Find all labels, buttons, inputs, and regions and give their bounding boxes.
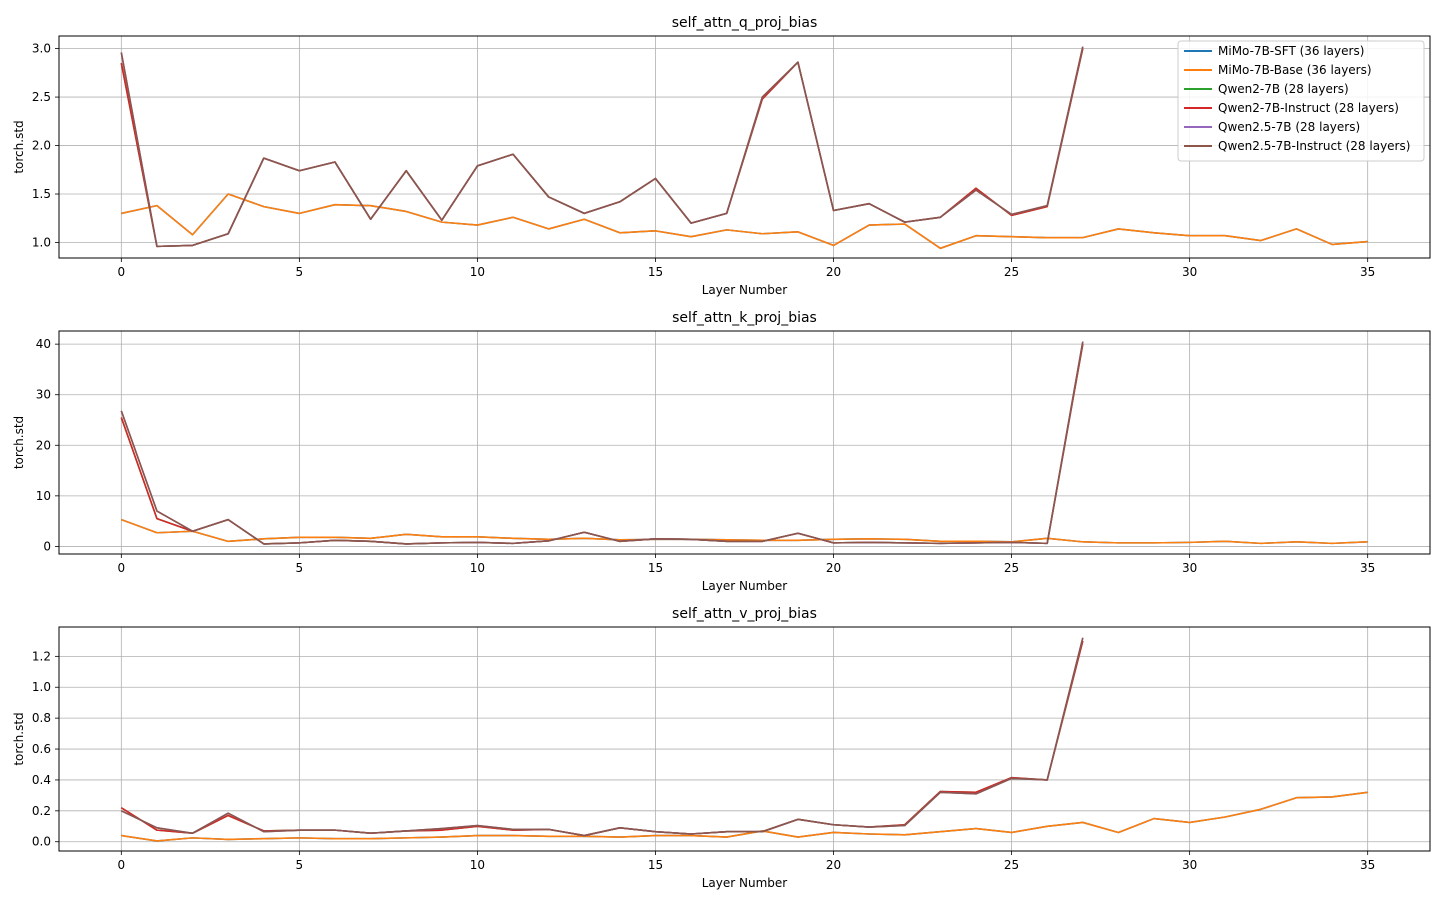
y-tick-label: 3.0 xyxy=(32,42,51,56)
chart-title: self_attn_k_proj_bias xyxy=(672,310,817,326)
y-tick-label: 20 xyxy=(36,438,51,452)
y-tick-label: 0.0 xyxy=(32,835,51,849)
series-line-1 xyxy=(121,791,1368,842)
series-line-5 xyxy=(120,341,1084,545)
series-line-0 xyxy=(121,193,1368,250)
x-axis-label: Layer Number xyxy=(702,579,788,593)
panel-v-proj-bias: 0 5 10 15 20 25 30 35 0.0 0.2 0.4 0.6 0.8 1.0 1.2 self_… xyxy=(12,606,1431,890)
y-tick-label: 0.6 xyxy=(32,742,51,756)
panel-k-proj-bias: 0 5 10 15 20 25 30 35 0 10 20 30 40 self_attn_k_proj_… xyxy=(12,310,1431,593)
series-line-3 xyxy=(120,48,1084,248)
x-tick-label: 35 xyxy=(1360,561,1375,575)
series-group xyxy=(120,341,1368,545)
chart-title: self_attn_v_proj_bias xyxy=(672,606,817,622)
x-tick-label: 5 xyxy=(296,265,304,279)
legend-label-1: MiMo-7B-Base (36 layers) xyxy=(1218,63,1372,77)
y-axis-label: torch.std xyxy=(12,120,26,173)
series-line-2 xyxy=(120,344,1084,545)
series-line-4 xyxy=(120,341,1084,545)
y-tick-label: 10 xyxy=(36,489,51,503)
x-tick-label: 15 xyxy=(648,265,663,279)
x-tick-label: 10 xyxy=(470,265,485,279)
x-tick-label: 10 xyxy=(470,858,485,872)
x-tick-label: 10 xyxy=(470,561,485,575)
series-line-1 xyxy=(121,518,1368,545)
series-line-1 xyxy=(121,193,1368,250)
legend-box xyxy=(1177,40,1425,162)
legend: MiMo-7B-SFT (36 layers) MiMo-7B-Base (36 … xyxy=(1177,40,1425,162)
x-tick-label: 25 xyxy=(1004,265,1019,279)
series-line-4 xyxy=(120,46,1084,248)
series-line-2 xyxy=(120,640,1084,837)
x-tick-label: 30 xyxy=(1182,561,1197,575)
y-axis-label: torch.std xyxy=(12,416,26,469)
y-tick-label: 1.5 xyxy=(32,187,51,201)
y-tick-label: 1.0 xyxy=(32,680,51,694)
axes-frame xyxy=(58,626,1431,852)
legend-label-2: Qwen2-7B (28 layers) xyxy=(1218,82,1349,96)
x-axis-label: Layer Number xyxy=(702,876,788,890)
legend-label-5: Qwen2.5-7B-Instruct (28 layers) xyxy=(1218,139,1410,153)
x-tick-label: 15 xyxy=(648,561,663,575)
legend-label-3: Qwen2-7B-Instruct (28 layers) xyxy=(1218,101,1399,115)
legend-label-4: Qwen2.5-7B (28 layers) xyxy=(1218,120,1360,134)
series-group xyxy=(120,46,1368,250)
y-tick-label: 40 xyxy=(36,337,51,351)
x-tick-label: 35 xyxy=(1360,265,1375,279)
y-tick-label: 0 xyxy=(43,539,51,553)
axes-frame xyxy=(58,330,1431,555)
x-tick-label: 30 xyxy=(1182,858,1197,872)
y-tick-label: 1.2 xyxy=(32,649,51,663)
x-tick-label: 0 xyxy=(117,561,125,575)
x-tick-label: 20 xyxy=(826,561,841,575)
x-tick-label: 20 xyxy=(826,265,841,279)
x-tick-label: 30 xyxy=(1182,265,1197,279)
series-line-5 xyxy=(120,46,1084,248)
x-tick-label: 5 xyxy=(296,858,304,872)
y-axis-label: torch.std xyxy=(12,712,26,765)
y-tick-label: 30 xyxy=(36,388,51,402)
x-tick-label: 25 xyxy=(1004,561,1019,575)
axes-frame xyxy=(58,35,1431,259)
series-group xyxy=(120,637,1368,842)
x-tick-label: 5 xyxy=(296,561,304,575)
series-line-5 xyxy=(120,637,1084,837)
x-tick-label: 20 xyxy=(826,858,841,872)
legend-label-0: MiMo-7B-SFT (36 layers) xyxy=(1218,44,1364,58)
x-axis-label: Layer Number xyxy=(702,283,788,297)
series-line-2 xyxy=(120,48,1084,248)
y-tick-label: 2.0 xyxy=(32,139,51,153)
y-tick-label: 0.4 xyxy=(32,773,51,787)
y-tick-label: 2.5 xyxy=(32,90,51,104)
series-line-3 xyxy=(120,344,1084,545)
x-tick-label: 15 xyxy=(648,858,663,872)
x-tick-label: 25 xyxy=(1004,858,1019,872)
x-tick-label: 0 xyxy=(117,858,125,872)
x-tick-label: 35 xyxy=(1360,858,1375,872)
y-tick-label: 1.0 xyxy=(32,235,51,249)
series-line-4 xyxy=(120,637,1084,837)
y-tick-label: 0.2 xyxy=(32,804,51,818)
series-line-3 xyxy=(120,640,1084,837)
x-tick-label: 0 xyxy=(117,265,125,279)
panel-q-proj-bias: 0 5 10 15 20 25 30 35 1.0 1.5 2.0 2.5 3.0 self_attn_q… xyxy=(12,15,1431,297)
y-tick-label: 0.8 xyxy=(32,711,51,725)
chart-title: self_attn_q_proj_bias xyxy=(672,15,817,31)
